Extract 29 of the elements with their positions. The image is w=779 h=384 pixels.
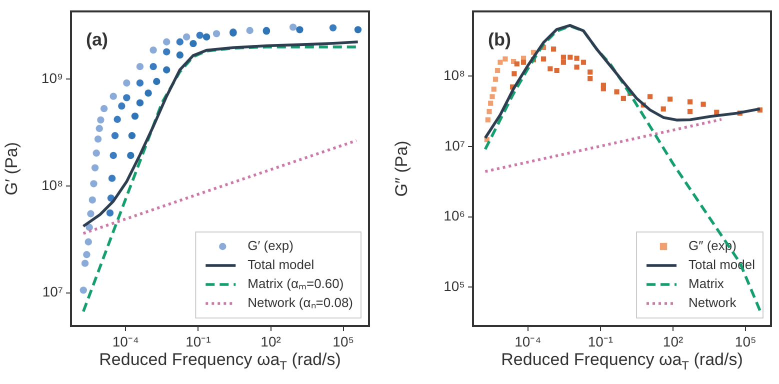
legend-label: Matrix (αₘ=0.60) — [248, 276, 344, 292]
y-tick-label: 10⁸ — [42, 176, 64, 193]
x-tick-label: 10⁻⁴ — [514, 333, 542, 350]
legend-label: G′ (exp) — [248, 238, 294, 254]
x-tick-label: 10⁻⁴ — [112, 333, 139, 350]
y-tick-label: 10⁹ — [41, 70, 63, 86]
y-axis-title: G′ (Pa) — [2, 142, 21, 196]
y-tick-label: 10⁷ — [42, 284, 63, 300]
x-tick-label: 10⁵ — [332, 333, 354, 350]
y-tick-label: 10⁸ — [444, 66, 466, 83]
y-axis-title: G″ (Pa) — [392, 140, 411, 197]
legend-label: Total model — [248, 257, 314, 272]
legend-label: G″ (exp) — [688, 238, 736, 254]
text: (a) — [86, 29, 108, 50]
legend-label: Network — [688, 295, 737, 310]
x-tick-label: 10⁵ — [734, 333, 756, 350]
y-tick-label: 10⁵ — [444, 278, 465, 294]
y-tick-label: 10⁷ — [444, 137, 465, 154]
x-axis-title: Reduced Frequency ωa$_{T}$ (rad/s) — [501, 350, 743, 372]
x-tick-label: 10² — [260, 333, 282, 350]
legend-label: Total model — [688, 257, 756, 272]
text: (b) — [488, 29, 511, 50]
x-tick-label: 10² — [662, 333, 684, 350]
y-tick-label: 10⁶ — [444, 208, 465, 224]
x-tick-label: 10⁻¹ — [186, 333, 212, 350]
legend-label: Network (αₙ=0.08) — [248, 295, 354, 310]
legend-label: Matrix — [688, 276, 724, 292]
x-tick-label: 10⁻¹ — [588, 333, 614, 350]
x-axis-title: Reduced Frequency ωa$_{T}$ (rad/s) — [99, 350, 341, 372]
